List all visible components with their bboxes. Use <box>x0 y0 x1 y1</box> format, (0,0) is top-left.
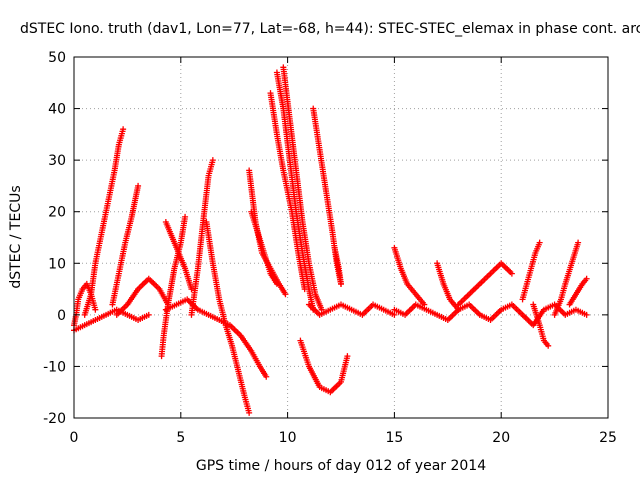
chart-title: dSTEC Iono. truth (dav1, Lon=77, Lat=-68… <box>20 21 640 37</box>
data-point <box>338 280 344 287</box>
y-tick-label: -20 <box>43 411 66 427</box>
data-point <box>455 306 462 313</box>
data-point <box>583 275 590 282</box>
x-tick-label: 20 <box>492 430 510 446</box>
x-tick-label: 10 <box>279 430 297 446</box>
y-tick-label: 30 <box>48 153 66 169</box>
y-tick-label: -10 <box>43 359 66 375</box>
data-point <box>182 213 189 220</box>
y-axis-label: dSTEC / TECUs <box>8 185 24 288</box>
data-point <box>145 311 152 318</box>
data-point <box>391 311 398 318</box>
data-point <box>282 291 289 298</box>
y-tick-label: 10 <box>48 256 66 272</box>
data-point <box>188 286 195 293</box>
x-tick-label: 25 <box>599 430 617 446</box>
y-ticks: -20 -10 0 10 20 30 40 50 <box>43 50 608 427</box>
y-tick-label: 40 <box>48 102 66 118</box>
y-tick-label: 50 <box>48 50 66 66</box>
data-point <box>135 182 142 189</box>
grid <box>74 57 608 418</box>
data-point <box>536 239 543 246</box>
data-point <box>92 306 99 313</box>
x-tick-label: 15 <box>385 430 403 446</box>
data-point <box>263 373 270 380</box>
data-point <box>209 157 216 164</box>
data-point <box>246 409 253 416</box>
x-ticks: 0 5 10 15 20 25 <box>70 57 617 446</box>
plot-frame <box>73 56 609 419</box>
data-point <box>545 342 552 349</box>
x-axis-label: GPS time / hours of day 012 of year 2014 <box>196 458 486 474</box>
data-point <box>583 311 590 318</box>
data-point <box>273 280 280 287</box>
x-tick-label: 0 <box>70 430 79 446</box>
data-point <box>344 353 351 360</box>
y-tick-label: 0 <box>57 308 66 324</box>
data-point <box>575 239 582 246</box>
x-tick-label: 5 <box>176 430 185 446</box>
y-tick-label: 20 <box>48 205 66 221</box>
data-point <box>120 126 127 133</box>
data-point <box>508 270 515 277</box>
data-marks <box>71 64 590 416</box>
